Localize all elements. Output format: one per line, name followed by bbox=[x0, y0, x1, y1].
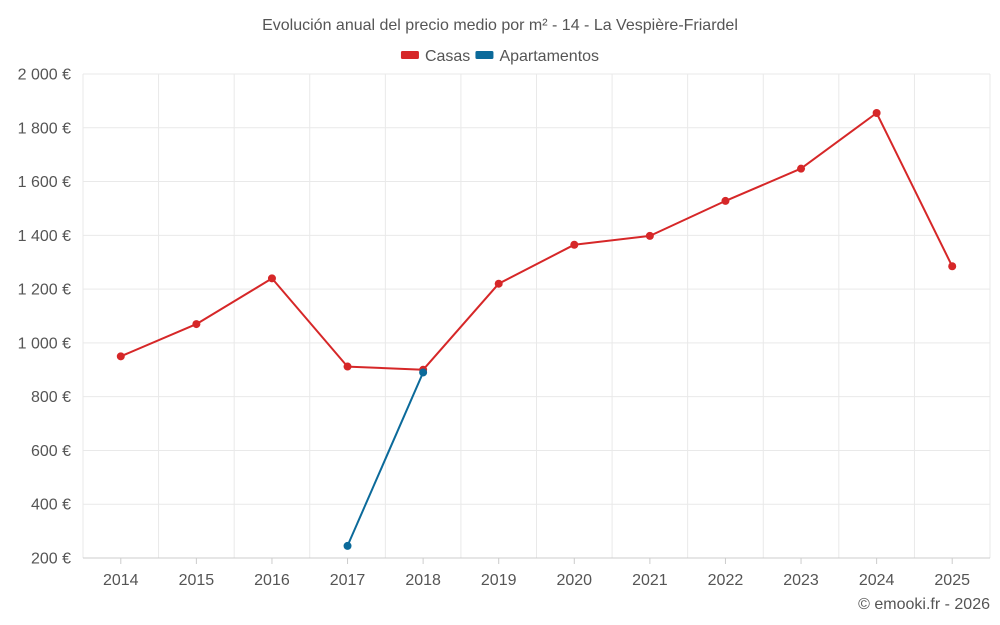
x-tick-label: 2017 bbox=[330, 572, 366, 589]
legend-label-casas[interactable]: Casas bbox=[425, 48, 470, 65]
x-tick-label: 2022 bbox=[708, 572, 744, 589]
y-tick-label: 400 € bbox=[31, 497, 71, 514]
legend: Casas Apartamentos bbox=[400, 48, 599, 65]
data-point-casas[interactable] bbox=[192, 320, 201, 329]
y-tick-label: 1 400 € bbox=[18, 228, 71, 245]
legend-label-apartamentos[interactable]: Apartamentos bbox=[499, 48, 599, 65]
x-tick-label: 2023 bbox=[783, 572, 819, 589]
series-line-apartamentos bbox=[346, 372, 425, 547]
credit-text: © emooki.fr - 2026 bbox=[858, 596, 990, 613]
x-tick-label: 2024 bbox=[859, 572, 895, 589]
grid bbox=[82, 73, 991, 558]
data-point-casas[interactable] bbox=[570, 240, 579, 249]
x-tick-label: 2018 bbox=[405, 572, 441, 589]
y-tick-label: 200 € bbox=[31, 551, 71, 568]
y-tick-label: 1 000 € bbox=[18, 335, 71, 352]
x-tick-label: 2021 bbox=[632, 572, 668, 589]
data-point-apartamentos[interactable] bbox=[419, 368, 428, 377]
data-point-casas[interactable] bbox=[721, 196, 730, 205]
data-point-apartamentos[interactable] bbox=[343, 541, 352, 550]
y-tick-label: 800 € bbox=[31, 389, 71, 406]
y-tick-label: 1 600 € bbox=[18, 174, 71, 191]
y-tick-label: 1 800 € bbox=[18, 120, 71, 137]
y-tick-label: 2 000 € bbox=[18, 67, 71, 84]
data-point-casas[interactable] bbox=[645, 231, 654, 240]
x-tick-label: 2020 bbox=[556, 572, 592, 589]
y-tick-label: 1 200 € bbox=[18, 282, 71, 299]
data-point-casas[interactable] bbox=[948, 262, 957, 271]
data-point-casas[interactable] bbox=[872, 108, 881, 117]
axes: 200 € 400 € 600 € 800 € 1 000 € 1 200 € 1 400 … bbox=[18, 67, 990, 589]
chart-title: Evolución anual del precio medio por m² … bbox=[262, 17, 738, 34]
data-point-casas[interactable] bbox=[494, 279, 503, 288]
x-tick-label: 2014 bbox=[103, 572, 139, 589]
data-point-casas[interactable] bbox=[116, 352, 125, 361]
series bbox=[116, 108, 957, 550]
x-tick-label: 2016 bbox=[254, 572, 290, 589]
y-tick-label: 600 € bbox=[31, 443, 71, 460]
data-point-casas[interactable] bbox=[797, 164, 806, 173]
x-tick-label: 2019 bbox=[481, 572, 517, 589]
x-tick-label: 2025 bbox=[934, 572, 970, 589]
data-point-casas[interactable] bbox=[267, 274, 276, 283]
x-tick-label: 2015 bbox=[179, 572, 215, 589]
data-point-casas[interactable] bbox=[343, 362, 352, 371]
legend-swatch-casas[interactable] bbox=[400, 51, 419, 59]
legend-swatch-apartamentos[interactable] bbox=[475, 51, 494, 59]
series-line-casas bbox=[120, 112, 954, 371]
